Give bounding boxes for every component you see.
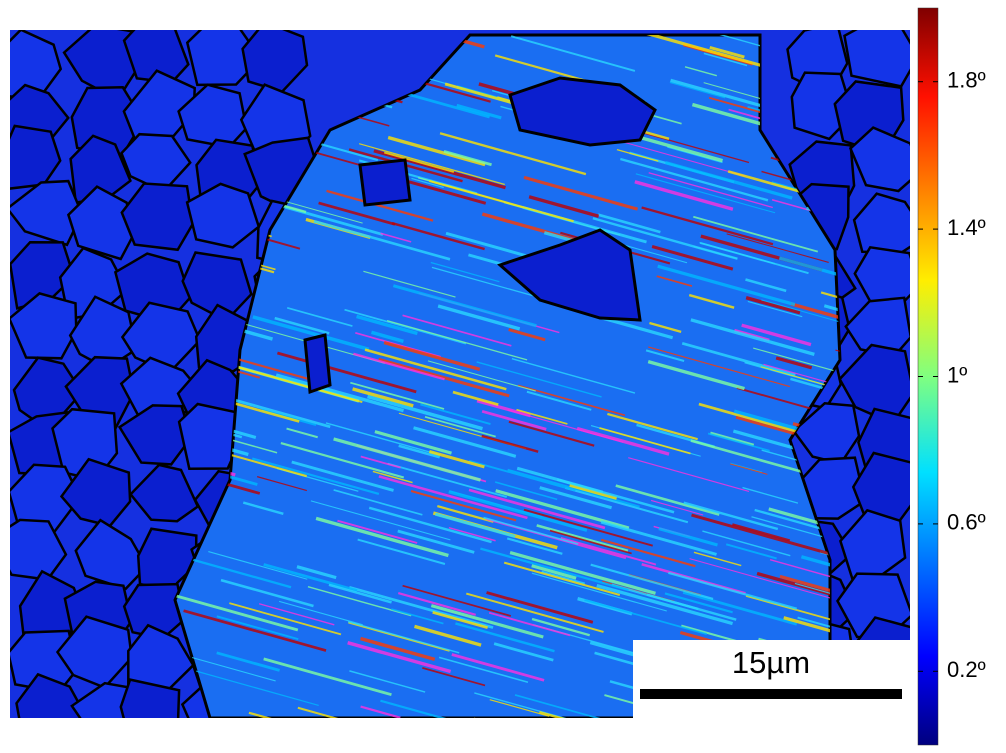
texture-streak	[655, 715, 786, 752]
grain	[121, 680, 179, 748]
texture-streak	[331, 722, 472, 753]
texture-streak	[474, 719, 552, 741]
texture-streak	[260, 727, 376, 753]
texture-streak	[817, 725, 922, 753]
scale-bar-label: 15µm	[732, 645, 810, 680]
texture-streak	[675, 720, 727, 735]
texture-streak	[218, 724, 341, 753]
texture-streak	[424, 724, 521, 751]
scale-bar-line	[640, 689, 902, 699]
colorbar-tick-label: 1.4º	[947, 215, 986, 240]
colorbar-tick-label: 1º	[947, 362, 967, 387]
kam-map-figure: 15µm 0.2º 0.6º 1º 1.4º 1.8º	[0, 0, 1006, 753]
grain	[305, 335, 330, 392]
colorbar-tick-label: 0.6º	[947, 510, 986, 535]
colorbar-tick-label: 0.2º	[947, 657, 986, 682]
scale-bar: 15µm	[633, 640, 910, 718]
grain	[845, 19, 919, 87]
grain	[360, 160, 410, 205]
colorbar-tick-label: 1.8º	[947, 68, 986, 93]
